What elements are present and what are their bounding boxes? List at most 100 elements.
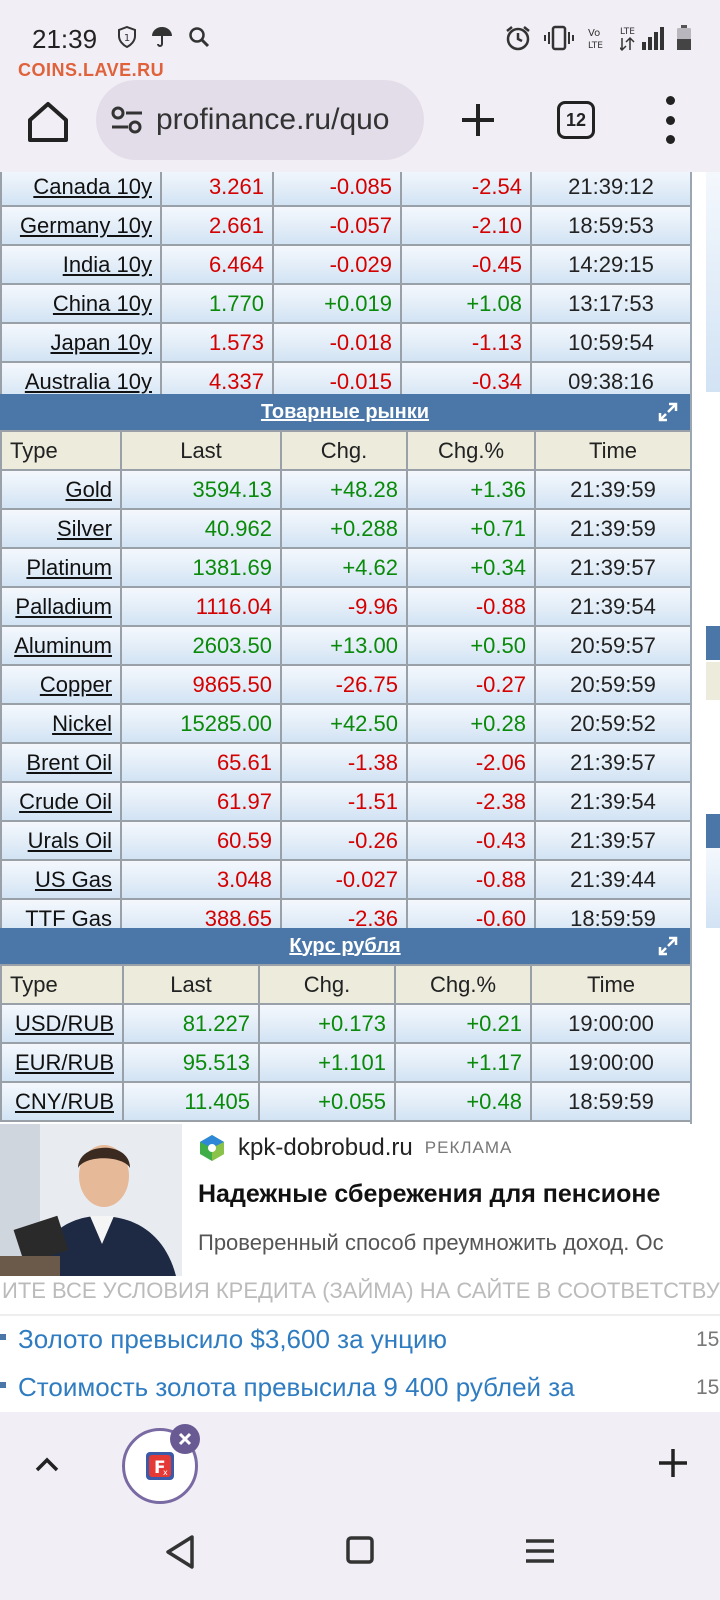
change-value-cell: +42.50 — [280, 703, 408, 744]
alarm-icon — [506, 26, 530, 51]
instrument-link[interactable]: Platinum — [26, 554, 112, 580]
search-icon — [189, 27, 210, 48]
instrument-link[interactable]: Canada 10y — [33, 173, 152, 199]
instrument-link[interactable]: India 10y — [62, 251, 152, 277]
change-percent-cell: +1.17 — [394, 1042, 532, 1083]
instrument-link[interactable]: EUR/RUB — [14, 1049, 114, 1075]
last-value-cell: 81.227 — [122, 1003, 260, 1044]
url-text[interactable]: profinance.ru/quo — [156, 103, 390, 136]
back-triangle-icon[interactable] — [164, 1534, 196, 1570]
instrument-link[interactable]: USD/RUB — [14, 1010, 114, 1036]
instrument-link[interactable]: TTF Gas — [25, 905, 112, 931]
tab-switcher-button[interactable]: 12 — [557, 101, 595, 139]
ad-image[interactable] — [0, 1124, 182, 1276]
news-item[interactable]: Стоимость золота превысила 9 400 рублей … — [0, 1364, 720, 1412]
instrument-name-cell: Nickel — [0, 703, 122, 744]
chevron-up-icon[interactable] — [34, 1452, 60, 1478]
expand-icon[interactable] — [658, 936, 678, 956]
column-header-last[interactable]: Last — [122, 964, 260, 1005]
change-value-cell: +4.62 — [280, 547, 408, 588]
ad-disclaimer: ИТЕ ВСЕ УСЛОВИЯ КРЕДИТА (ЗАЙМА) НА САЙТЕ… — [2, 1278, 720, 1303]
last-value-cell: 2.661 — [160, 205, 274, 246]
column-header-chg[interactable]: Chg. — [258, 964, 396, 1005]
news-bullet — [0, 1334, 6, 1340]
instrument-link[interactable]: Japan 10y — [50, 329, 152, 355]
column-header-type[interactable]: Type — [0, 964, 124, 1005]
ad-domain[interactable]: kpk-dobrobud.ru — [238, 1134, 413, 1161]
instrument-link[interactable]: Copper — [39, 671, 112, 697]
last-value-cell: 11.405 — [122, 1081, 260, 1122]
column-header-time[interactable]: Time — [530, 964, 692, 1005]
update-time-cell: 21:39:12 — [530, 172, 692, 207]
change-value-cell: +13.00 — [280, 625, 408, 666]
instrument-link[interactable]: Silver — [56, 515, 112, 541]
ruble-header-row: Type Last Chg. Chg.% Time — [0, 964, 692, 1005]
change-value-cell: -0.029 — [272, 244, 402, 285]
svg-text:F: F — [154, 1458, 166, 1478]
ruble-section-link[interactable]: Курс рубля — [289, 934, 401, 957]
expand-icon[interactable] — [658, 402, 678, 422]
instrument-link[interactable]: China 10y — [52, 290, 152, 316]
column-header-type[interactable]: Type — [0, 430, 122, 471]
home-square-icon[interactable] — [346, 1536, 374, 1564]
table-row: Nickel 15285.00 +42.50 +0.28 20:59:52 — [0, 703, 692, 744]
instrument-link[interactable]: Nickel — [52, 710, 112, 736]
change-percent-cell: -0.88 — [406, 859, 536, 900]
status-bar: 21:39 1 Vo LTE LTE COINS.LAVE.RU — [0, 0, 720, 80]
column-header-time[interactable]: Time — [534, 430, 692, 471]
commodities-header-row: Type Last Chg. Chg.% Time — [0, 430, 692, 471]
change-value-cell: -0.018 — [272, 322, 402, 363]
instrument-link[interactable]: Australia 10y — [24, 368, 152, 394]
overflow-menu-icon[interactable] — [660, 96, 680, 144]
news-item[interactable]: Золото превысило $3,600 за унцию 15 — [0, 1316, 720, 1364]
table-row: Palladium 1116.04 -9.96 -0.88 21:39:54 — [0, 586, 692, 627]
last-value-cell: 60.59 — [120, 820, 282, 861]
watermark: COINS.LAVE.RU — [18, 60, 165, 80]
update-time-cell: 20:59:52 — [534, 703, 692, 744]
news-title[interactable]: Стоимость золота превысила 9 400 рублей … — [18, 1372, 575, 1402]
news-title[interactable]: Золото превысило $3,600 за унцию — [18, 1324, 448, 1354]
change-percent-cell: -1.13 — [400, 322, 532, 363]
status-icons-left: 1 — [118, 26, 210, 48]
url-bar[interactable]: profinance.ru/quo — [96, 80, 424, 160]
column-header-chg-pct[interactable]: Chg.% — [406, 430, 536, 471]
update-time-cell: 18:59:53 — [530, 205, 692, 246]
instrument-link[interactable]: Palladium — [15, 593, 112, 619]
lte-signal-icon: LTE — [620, 27, 664, 52]
instrument-link[interactable]: Crude Oil — [19, 788, 112, 814]
close-tab-icon[interactable] — [170, 1424, 200, 1454]
instrument-link[interactable]: Aluminum — [14, 632, 112, 658]
change-value-cell: +0.173 — [258, 1003, 396, 1044]
column-header-chg[interactable]: Chg. — [280, 430, 408, 471]
update-time-cell: 20:59:57 — [534, 625, 692, 666]
site-settings-icon[interactable] — [110, 105, 144, 135]
table-row: CNY/RUB 11.405 +0.055 +0.48 18:59:59 — [0, 1081, 692, 1122]
change-percent-cell: -2.06 — [406, 742, 536, 783]
instrument-link[interactable]: CNY/RUB — [14, 1088, 114, 1114]
umbrella-icon — [152, 27, 172, 47]
update-time-cell: 21:39:59 — [534, 508, 692, 549]
instrument-link[interactable]: Germany 10y — [19, 212, 152, 238]
instrument-link[interactable]: Brent Oil — [26, 749, 112, 775]
home-icon[interactable] — [26, 100, 70, 144]
commodities-section-link[interactable]: Товарные рынки — [260, 400, 430, 423]
table-row: India 10y 6.464 -0.029 -0.45 14:29:15 — [0, 244, 692, 285]
new-tab-plus-icon[interactable] — [456, 98, 500, 142]
instrument-name-cell: Palladium — [0, 586, 122, 627]
table-row: Germany 10y 2.661 -0.057 -2.10 18:59:53 — [0, 205, 692, 246]
instrument-link[interactable]: Gold — [65, 476, 112, 502]
instrument-link[interactable]: Urals Oil — [27, 827, 112, 853]
column-header-chg-pct[interactable]: Chg.% — [394, 964, 532, 1005]
change-value-cell: +0.019 — [272, 283, 402, 324]
ad-description[interactable]: Проверенный способ преумножить доход. Ос — [198, 1230, 664, 1255]
add-tab-plus-icon[interactable] — [656, 1446, 690, 1480]
column-header-last[interactable]: Last — [120, 430, 282, 471]
instrument-name-cell: Brent Oil — [0, 742, 122, 783]
svg-text:x: x — [163, 1468, 168, 1477]
ad-banner[interactable]: kpk-dobrobud.ru РЕКЛАМА Надежные сбереже… — [0, 1124, 720, 1276]
change-percent-cell: +0.21 — [394, 1003, 532, 1044]
ad-title[interactable]: Надежные сбережения для пенсионе — [198, 1180, 661, 1208]
last-value-cell: 6.464 — [160, 244, 274, 285]
instrument-link[interactable]: US Gas — [34, 866, 112, 892]
recent-apps-icon[interactable] — [524, 1538, 556, 1564]
